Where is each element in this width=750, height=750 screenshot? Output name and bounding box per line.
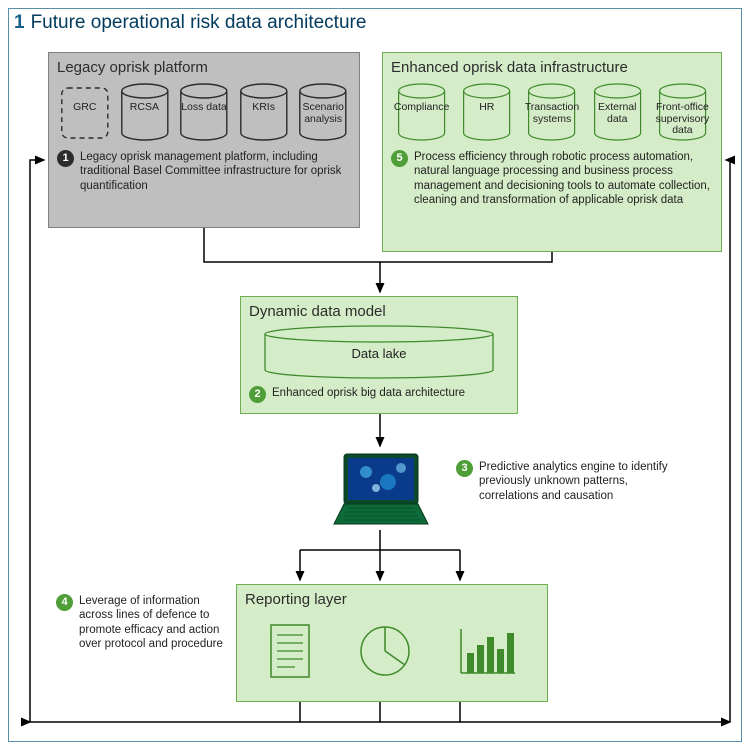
cyl-label: External data [587, 102, 648, 125]
cylinder-external: External data [587, 80, 648, 144]
cyl-label: Transaction systems [521, 102, 582, 125]
diagram-title: 1 Future operational risk data architectu… [14, 12, 366, 34]
dynamic-caption: 2 Enhanced oprisk big data architecture [249, 386, 509, 403]
cyl-label: GRC [57, 102, 113, 114]
cyl-label: Scenario analysis [295, 102, 351, 125]
cylinder-hr: HR [456, 80, 517, 144]
badge-1: 1 [57, 150, 74, 167]
reporting-note: 4 Leverage of information across lines o… [56, 594, 224, 652]
badge-4: 4 [56, 594, 73, 611]
reporting-icons-row [245, 612, 539, 690]
cylinder-compliance: Compliance [391, 80, 452, 144]
cylinder-grc: GRC [57, 80, 113, 144]
analytics-note: 3 Predictive analytics engine to identif… [456, 460, 686, 503]
legacy-caption-text: Legacy oprisk management platform, inclu… [80, 150, 351, 193]
enhanced-infra-box: Enhanced oprisk data infrastructure Comp… [382, 52, 722, 252]
pie-chart-icon [355, 621, 415, 681]
analytics-caption-text: Predictive analytics engine to identify … [479, 460, 686, 503]
reporting-box: Reporting layer [236, 584, 548, 702]
title-number: 1 [14, 12, 25, 33]
cylinder-frontoffice: Front-office supervisory data [652, 80, 713, 144]
dynamic-title: Dynamic data model [249, 303, 509, 320]
enhanced-caption: 5 Process efficiency through robotic pro… [391, 150, 713, 208]
enhanced-title: Enhanced oprisk data infrastructure [391, 59, 713, 76]
data-lake-label: Data lake [259, 346, 499, 361]
cylinder-rcsa: RCSA [117, 80, 173, 144]
reporting-caption-text: Leverage of information across lines of … [79, 594, 224, 652]
cyl-label: HR [456, 102, 517, 114]
badge-5: 5 [391, 150, 408, 167]
legacy-caption: 1 Legacy oprisk management platform, inc… [57, 150, 351, 193]
legacy-platform-box: Legacy oprisk platform GRC RCSA Loss dat… [48, 52, 360, 228]
cylinder-kris: KRIs [236, 80, 292, 144]
badge-3: 3 [456, 460, 473, 477]
legacy-title: Legacy oprisk platform [57, 59, 351, 76]
reporting-title: Reporting layer [245, 591, 539, 608]
cylinder-transaction: Transaction systems [521, 80, 582, 144]
cyl-label: Front-office supervisory data [652, 102, 713, 137]
cylinder-scenario: Scenario analysis [295, 80, 351, 144]
cyl-label: RCSA [117, 102, 173, 114]
enhanced-caption-text: Process efficiency through robotic proce… [414, 150, 713, 208]
title-text: Future operational risk data architectur… [31, 12, 367, 33]
cyl-label: Compliance [391, 102, 452, 114]
dynamic-model-box: Dynamic data model Data lake 2 Enhanced … [240, 296, 518, 414]
badge-2: 2 [249, 386, 266, 403]
data-lake-cylinder: Data lake [259, 324, 499, 380]
document-icon [265, 621, 315, 681]
bar-chart-icon [455, 623, 519, 679]
dynamic-caption-text: Enhanced oprisk big data architecture [272, 386, 465, 400]
legacy-cylinder-row: GRC RCSA Loss data KRIs Scenario analysi… [57, 80, 351, 144]
laptop-icon [326, 450, 436, 530]
cyl-label: Loss data [176, 102, 232, 114]
cyl-label: KRIs [236, 102, 292, 114]
enhanced-cylinder-row: Compliance HR Transaction systems Extern… [391, 80, 713, 144]
cylinder-loss: Loss data [176, 80, 232, 144]
